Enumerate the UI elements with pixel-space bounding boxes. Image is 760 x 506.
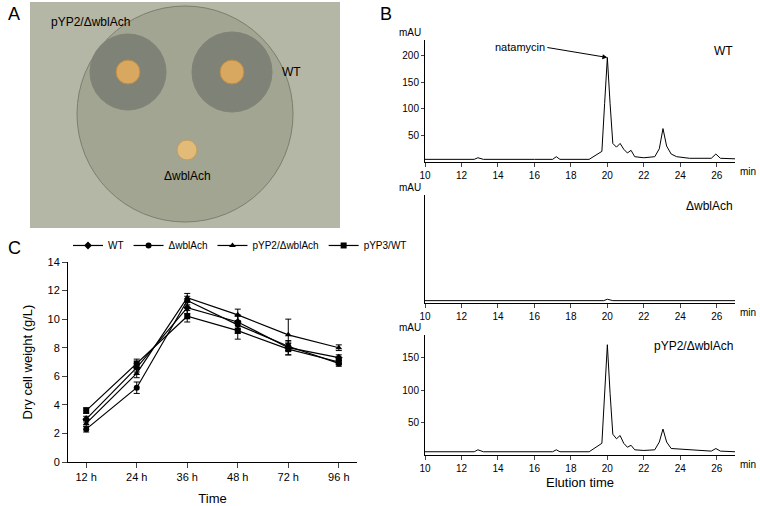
svg-text:16: 16 <box>529 463 541 474</box>
svg-text:pYP2/ΔwblAch: pYP2/ΔwblAch <box>654 339 733 353</box>
svg-text:22: 22 <box>638 311 650 322</box>
svg-text:26: 26 <box>711 311 723 322</box>
svg-text:B: B <box>380 4 392 24</box>
svg-text:ΔwblAch: ΔwblAch <box>686 199 733 213</box>
svg-text:pYP2/ΔwblAch: pYP2/ΔwblAch <box>252 240 318 251</box>
svg-text:10: 10 <box>419 311 431 322</box>
svg-text:ΔwblAch: ΔwblAch <box>164 169 211 183</box>
svg-text:100: 100 <box>402 385 419 396</box>
svg-text:WT: WT <box>108 240 124 251</box>
svg-text:min: min <box>740 307 756 318</box>
svg-text:22: 22 <box>638 170 650 181</box>
svg-text:18: 18 <box>565 311 577 322</box>
svg-text:20: 20 <box>602 463 614 474</box>
svg-text:20: 20 <box>602 311 614 322</box>
svg-text:6: 6 <box>54 370 60 382</box>
svg-text:26: 26 <box>711 463 723 474</box>
svg-text:10: 10 <box>419 170 431 181</box>
svg-text:18: 18 <box>565 170 577 181</box>
svg-text:0: 0 <box>54 456 60 468</box>
svg-text:mAU: mAU <box>399 182 421 193</box>
svg-text:14: 14 <box>48 256 60 268</box>
svg-text:mAU: mAU <box>399 322 421 333</box>
svg-text:26: 26 <box>711 170 723 181</box>
svg-text:150: 150 <box>402 77 419 88</box>
svg-text:100: 100 <box>402 103 419 114</box>
svg-text:min: min <box>740 166 756 177</box>
svg-text:8: 8 <box>54 342 60 354</box>
svg-text:C: C <box>8 238 21 258</box>
svg-text:72 h: 72 h <box>278 471 299 483</box>
svg-text:14: 14 <box>492 311 504 322</box>
svg-text:22: 22 <box>638 463 650 474</box>
svg-text:24: 24 <box>675 170 687 181</box>
svg-text:pYP3/WT: pYP3/WT <box>364 240 407 251</box>
svg-text:A: A <box>8 4 20 24</box>
svg-text:12 h: 12 h <box>75 471 96 483</box>
svg-text:20: 20 <box>602 170 614 181</box>
svg-text:18: 18 <box>565 463 577 474</box>
svg-text:96 h: 96 h <box>328 471 349 483</box>
svg-text:14: 14 <box>492 170 504 181</box>
svg-text:150: 150 <box>402 352 419 363</box>
svg-text:36 h: 36 h <box>177 471 198 483</box>
svg-text:50: 50 <box>408 417 420 428</box>
svg-text:ΔwblAch: ΔwblAch <box>169 240 208 251</box>
svg-text:50: 50 <box>408 130 420 141</box>
svg-text:WT: WT <box>714 44 733 58</box>
svg-text:min: min <box>740 459 756 470</box>
svg-text:natamycin: natamycin <box>495 41 545 53</box>
svg-text:14: 14 <box>492 463 504 474</box>
svg-text:Elution time: Elution time <box>546 475 614 490</box>
svg-text:10: 10 <box>419 463 431 474</box>
svg-text:pYP2/ΔwblAch: pYP2/ΔwblAch <box>51 15 130 29</box>
svg-text:10: 10 <box>48 313 60 325</box>
svg-text:200: 200 <box>402 50 419 61</box>
svg-text:Time: Time <box>198 491 226 506</box>
svg-text:12: 12 <box>456 311 468 322</box>
svg-text:16: 16 <box>529 170 541 181</box>
svg-text:4: 4 <box>54 399 60 411</box>
svg-text:mAU: mAU <box>399 27 421 38</box>
svg-text:24: 24 <box>675 463 687 474</box>
svg-text:16: 16 <box>529 311 541 322</box>
svg-text:2: 2 <box>54 427 60 439</box>
svg-text:12: 12 <box>456 170 468 181</box>
svg-text:48 h: 48 h <box>227 471 248 483</box>
svg-text:24 h: 24 h <box>126 471 147 483</box>
svg-text:24: 24 <box>675 311 687 322</box>
svg-text:Dry cell weight (g/L): Dry cell weight (g/L) <box>20 305 35 420</box>
svg-text:12: 12 <box>456 463 468 474</box>
svg-text:12: 12 <box>48 284 60 296</box>
svg-text:WT: WT <box>282 65 301 79</box>
